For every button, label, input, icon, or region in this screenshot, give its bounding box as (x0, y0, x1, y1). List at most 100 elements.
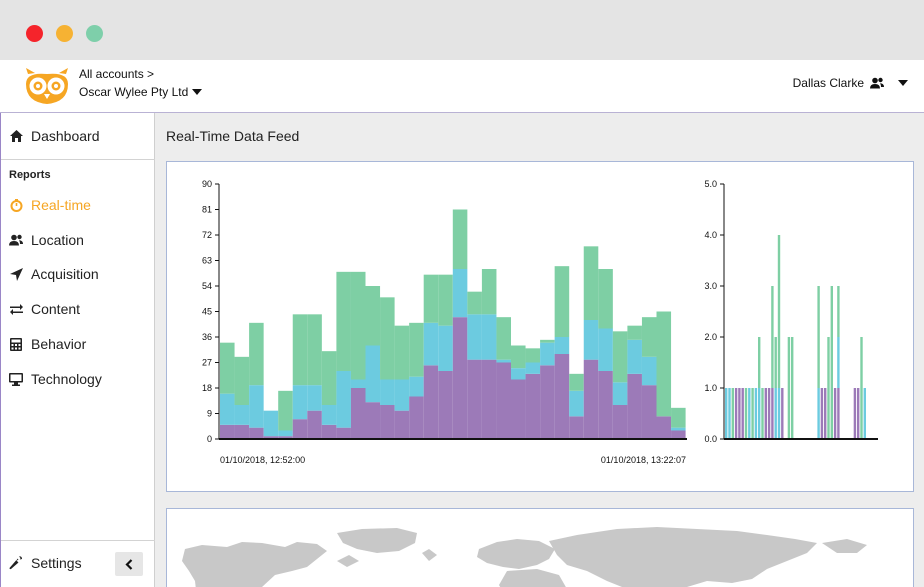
bar-segment (725, 388, 728, 439)
bar-segment (380, 297, 395, 380)
bar-segment (771, 286, 774, 388)
sidebar-item-real-time[interactable]: Real-time (1, 190, 155, 220)
sidebar-item-dashboard[interactable]: Dashboard (1, 121, 155, 151)
bar-segment (820, 388, 824, 439)
bar-segment (481, 314, 497, 360)
y-tick-label: 72 (202, 230, 212, 240)
bar-segment (292, 419, 308, 439)
bar-segment (336, 427, 351, 439)
y-tick-label: 1.0 (704, 383, 717, 393)
bar-segment (511, 368, 526, 380)
bar-segment (220, 342, 235, 394)
bar-segment (777, 388, 781, 439)
sidebar-item-label: Location (31, 232, 84, 248)
home-icon (9, 129, 23, 143)
bar-segment (791, 337, 794, 439)
bar-segment (525, 348, 541, 363)
bar-segment (612, 331, 628, 383)
bar-segment (569, 416, 584, 439)
owl-logo-icon[interactable] (22, 66, 72, 106)
bar-segment (583, 246, 599, 320)
bar-segment (641, 356, 657, 386)
sidebar-item-technology[interactable]: Technology (1, 364, 155, 394)
realtime-chart-card: 0 9 18 27 36 45 54 63 72 81 90 0.0 1.0 2.0 3.0 4.0 5.0 … (166, 161, 914, 492)
all-accounts-link[interactable]: All accounts > (79, 67, 155, 81)
bar-segment (321, 424, 337, 439)
bar-segment (641, 385, 657, 439)
bar-segment (423, 365, 439, 439)
sidebar-divider (1, 540, 155, 541)
bar-segment (380, 405, 395, 439)
maximize-window-button[interactable] (86, 25, 103, 42)
bar-segment (671, 430, 686, 439)
sidebar-item-behavior[interactable]: Behavior (1, 329, 155, 359)
user-name: Dallas Clarke (792, 76, 864, 90)
sidebar-item-location[interactable]: Location (1, 225, 155, 255)
bar-segment (612, 382, 628, 405)
bar-segment (598, 269, 613, 329)
bar-segment (540, 365, 555, 439)
bar-segment (220, 393, 235, 425)
bar-segment (263, 436, 279, 439)
sidebar-item-label: Technology (31, 371, 102, 387)
bar-segment (728, 388, 731, 439)
bar-segment (837, 388, 840, 439)
bar-segment (336, 271, 351, 371)
y-tick-label: 18 (202, 383, 212, 393)
bar-segment (554, 337, 570, 354)
y-tick-label: 54 (202, 281, 212, 291)
bar-segment (671, 407, 686, 428)
bar-segment (817, 286, 820, 388)
sidebar-item-label: Acquisition (31, 266, 99, 282)
location-arrow-icon (9, 267, 23, 281)
bar-segment (438, 274, 453, 326)
bar-segment (817, 388, 820, 439)
collapse-sidebar-button[interactable] (115, 552, 143, 576)
sidebar-item-settings[interactable]: Settings (1, 548, 111, 578)
bar-segment (278, 430, 293, 437)
bar-segment (525, 362, 541, 374)
minimize-window-button[interactable] (56, 25, 73, 42)
bar-segment (409, 322, 424, 377)
bar-segment (777, 235, 781, 388)
close-window-button[interactable] (26, 25, 43, 42)
bar-segment (569, 373, 584, 391)
sidebar-item-content[interactable]: Content (1, 294, 155, 324)
bar-segment (321, 351, 337, 405)
bar-segment (627, 373, 642, 439)
bar-segment (748, 388, 751, 439)
bar-segment (837, 337, 840, 388)
users-icon (9, 233, 23, 247)
bar-segment (307, 385, 322, 411)
bar-segment (278, 390, 293, 431)
page-title: Real-Time Data Feed (166, 128, 300, 144)
bar-segment (598, 328, 613, 371)
bar-segment (671, 427, 686, 431)
bar-segment (830, 286, 833, 439)
sidebar-item-acquisition[interactable]: Acquisition (1, 259, 155, 289)
sidebar-item-label: Content (31, 301, 81, 317)
bar-segment (837, 286, 840, 337)
chevron-left-icon (125, 558, 133, 570)
x-axis-end-label: 01/10/2018, 13:22:07 (601, 455, 686, 465)
bar-segment (496, 362, 511, 439)
wrench-icon (9, 556, 23, 570)
bar-segment (583, 320, 599, 360)
bar-segment (540, 339, 555, 343)
bar-segment (511, 379, 526, 439)
bar-segment (452, 209, 468, 269)
bar-segment (525, 373, 541, 439)
app-header: All accounts > Oscar Wylee Pty Ltd Dalla… (0, 60, 924, 113)
bar-segment (438, 325, 453, 371)
account-selector[interactable]: Oscar Wylee Pty Ltd (79, 85, 203, 99)
user-menu[interactable]: Dallas Clarke (793, 76, 908, 90)
bar-segment (394, 325, 410, 380)
bar-segment (774, 388, 777, 439)
bar-segment (365, 402, 381, 439)
bar-segment (598, 371, 613, 439)
bar-segment (380, 379, 395, 405)
bar-segment (452, 317, 468, 439)
bar-segment (734, 388, 738, 439)
stacked-bar-chart-main: 0 9 18 27 36 45 54 63 72 81 90 (202, 179, 687, 444)
bar-segment (860, 337, 863, 439)
